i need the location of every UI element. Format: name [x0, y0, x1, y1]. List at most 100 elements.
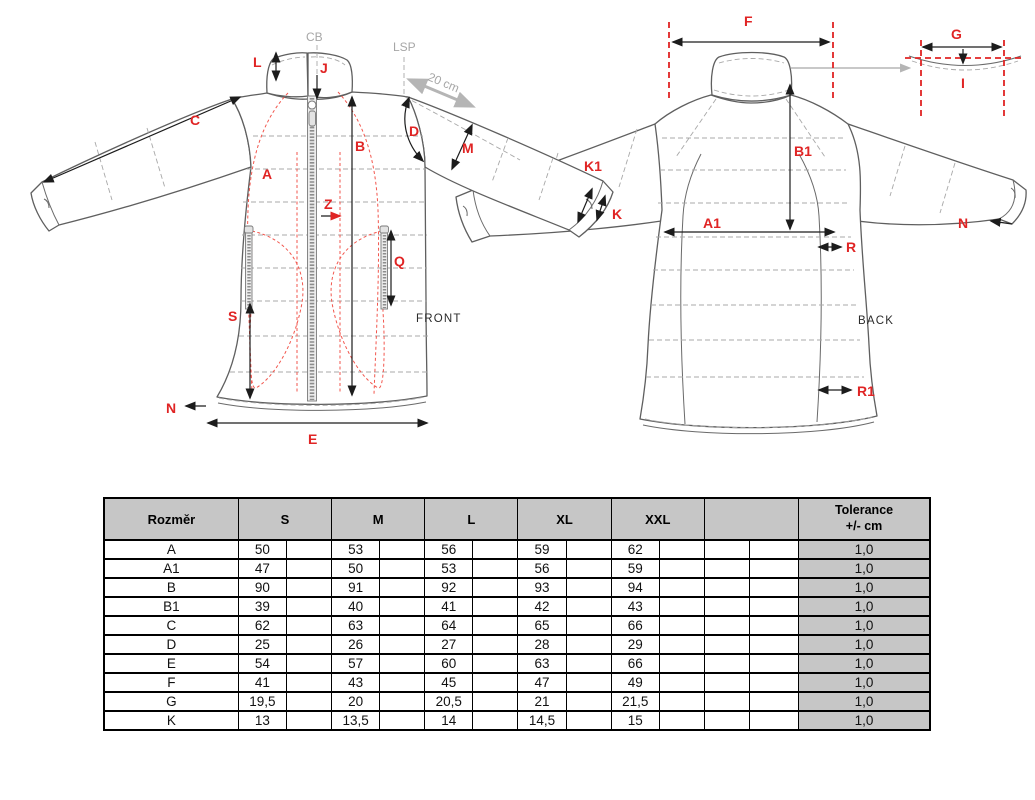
table-row: E 54 57 60 63 66 1,0	[103, 653, 931, 674]
size-table-header-row: Rozměr S M L XL XXL Tolerance +/- cm	[103, 497, 931, 541]
header-dimension: Rozměr	[103, 497, 239, 541]
empty-cell	[748, 653, 800, 674]
label-A1: A1	[703, 215, 721, 231]
empty-cell	[565, 577, 612, 598]
tolerance-line-2: +/- cm	[845, 519, 883, 533]
tolerance-cell: 1,0	[798, 596, 931, 617]
size-value-cell: 15	[610, 710, 660, 731]
empty-cell	[285, 634, 333, 655]
tolerance-cell: 1,0	[798, 653, 931, 674]
label-E: E	[308, 431, 317, 447]
front-zipper	[307, 95, 317, 402]
empty-cell	[703, 653, 750, 674]
empty-cell	[748, 710, 800, 731]
header-size-xxl: XXL	[610, 497, 705, 541]
zipper-pull	[307, 100, 317, 110]
tolerance-cell: 1,0	[798, 615, 931, 636]
empty-cell	[565, 596, 612, 617]
tolerance-cell: 1,0	[798, 539, 931, 560]
empty-cell	[658, 710, 705, 731]
size-value-cell: 47	[237, 558, 287, 579]
back-right-sleeve	[831, 123, 1027, 226]
size-value-cell: 39	[237, 596, 287, 617]
empty-cell	[658, 691, 705, 712]
empty-cell	[658, 577, 705, 598]
label-G: G	[951, 26, 962, 42]
size-value-cell: 54	[237, 653, 287, 674]
tolerance-line-1: Tolerance	[834, 503, 894, 518]
label-K1: K1	[584, 158, 602, 174]
size-value-cell: 41	[237, 672, 287, 693]
size-value-cell: 53	[424, 558, 474, 579]
label-K: K	[612, 206, 622, 222]
size-value-cell: 59	[610, 558, 660, 579]
empty-cell	[379, 577, 426, 598]
measure-D-arrow	[401, 96, 425, 163]
empty-cell	[565, 634, 612, 655]
empty-cell	[285, 672, 333, 693]
empty-cell	[658, 672, 705, 693]
size-value-cell: 50	[331, 558, 381, 579]
label-A: A	[262, 166, 272, 182]
empty-cell	[565, 558, 612, 579]
dimension-cell: G	[103, 691, 239, 712]
size-value-cell: 27	[424, 634, 474, 655]
size-value-cell: 21	[517, 691, 567, 712]
size-value-cell: 14,5	[517, 710, 567, 731]
measure-C-arrow	[42, 96, 242, 183]
dimension-cell: E	[103, 653, 239, 674]
empty-cell	[379, 691, 426, 712]
empty-cell	[748, 615, 800, 636]
back-body	[639, 94, 878, 429]
label-F: F	[744, 13, 753, 29]
dimension-cell: F	[103, 672, 239, 693]
diagram-labels: L J C A B D M Z Q S N E K1 K F G I B1 A1…	[166, 13, 968, 447]
empty-cell	[285, 691, 333, 712]
empty-cell	[285, 558, 333, 579]
measurement-arrows	[42, 22, 1013, 428]
label-C: C	[190, 112, 200, 128]
back-collar	[710, 51, 793, 102]
label-L: L	[253, 54, 262, 70]
empty-cell	[285, 596, 333, 617]
empty-cell	[658, 615, 705, 636]
label-N-front: N	[166, 400, 176, 416]
dimension-cell: A1	[103, 558, 239, 579]
tolerance-cell: 1,0	[798, 577, 931, 598]
back-right-cuff-line	[998, 179, 1016, 220]
guide-label-20cm: 20 cm	[426, 70, 462, 96]
measure-N-back-arrow	[989, 217, 1013, 227]
right-pocket-zipper	[379, 225, 389, 310]
table-row: D 25 26 27 28 29 1,0	[103, 634, 931, 655]
jacket-technical-drawing: L J C A B D M Z Q S N E K1 K F G I B1 A1…	[30, 13, 1027, 447]
collar-top-detail	[905, 40, 1022, 118]
back-right-panel-seam	[816, 215, 822, 423]
label-Q: Q	[394, 253, 405, 269]
size-value-cell: 63	[517, 653, 567, 674]
empty-cell	[703, 634, 750, 655]
size-value-cell: 45	[424, 672, 474, 693]
size-value-cell: 93	[517, 577, 567, 598]
size-value-cell: 19,5	[237, 691, 287, 712]
size-value-cell: 43	[331, 672, 381, 693]
empty-cell	[472, 672, 519, 693]
empty-cell	[285, 710, 333, 731]
empty-cell	[703, 596, 750, 617]
sleeve-20cm-arrow	[406, 78, 476, 108]
tolerance-cell: 1,0	[798, 691, 931, 712]
size-value-cell: 43	[610, 596, 660, 617]
empty-cell	[565, 710, 612, 731]
empty-cell	[748, 634, 800, 655]
size-value-cell: 49	[610, 672, 660, 693]
label-I: I	[961, 75, 965, 91]
empty-cell	[285, 615, 333, 636]
dimension-cell: C	[103, 615, 239, 636]
header-size-s: S	[237, 497, 333, 541]
label-R1: R1	[857, 383, 875, 399]
left-pocket-zipper	[244, 225, 254, 310]
label-N-back: N	[958, 215, 968, 231]
empty-cell	[565, 672, 612, 693]
front-quilt-lines	[94, 127, 554, 373]
table-row: K 13 13,5 14 14,5 15 1,0	[103, 710, 931, 731]
dimension-cell: D	[103, 634, 239, 655]
